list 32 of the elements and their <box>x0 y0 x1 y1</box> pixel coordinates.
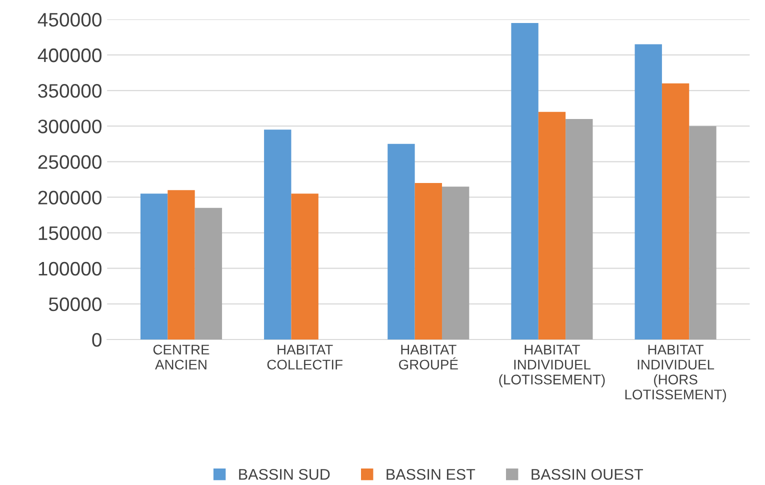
y-tick-label: 300000 <box>38 120 102 134</box>
bar <box>388 144 415 340</box>
y-tick-label: 0 <box>92 332 102 347</box>
bar <box>511 22 538 340</box>
legend-label: BASSIN EST <box>386 468 476 480</box>
bar <box>414 183 442 340</box>
bar <box>168 190 195 340</box>
bar <box>264 130 292 340</box>
y-tick-label: 50000 <box>48 297 102 312</box>
bar <box>689 126 716 340</box>
y-tick-label: 200000 <box>38 190 102 204</box>
x-tick-label: HABITAT INDIVIDUEL (LOTISSEMENT) <box>499 344 605 388</box>
legend-label: BASSIN SUD <box>239 468 330 480</box>
bar <box>566 118 593 340</box>
bar <box>634 44 662 340</box>
y-tick-label: 150000 <box>38 226 102 240</box>
bar <box>442 186 470 340</box>
legend-label: BASSIN OUEST <box>532 468 643 480</box>
y-tick-label: 450000 <box>38 12 102 27</box>
y-tick-label: 100000 <box>38 262 102 276</box>
bar <box>291 194 318 340</box>
x-tick-label: HABITAT GROUPÉ <box>399 344 458 370</box>
bar <box>194 208 222 340</box>
bar <box>662 83 690 340</box>
bar <box>140 194 168 340</box>
bar <box>538 112 566 340</box>
x-tick-label: HABITAT COLLECTIF <box>267 344 342 370</box>
y-tick-label: 250000 <box>38 155 102 169</box>
y-tick-label: 400000 <box>38 48 102 62</box>
x-tick-label: CENTRE ANCIEN <box>153 344 210 370</box>
y-tick-label: 350000 <box>38 84 102 98</box>
x-tick-label: HABITAT INDIVIDUEL (HORS LOTISSEMENT) <box>625 344 726 402</box>
